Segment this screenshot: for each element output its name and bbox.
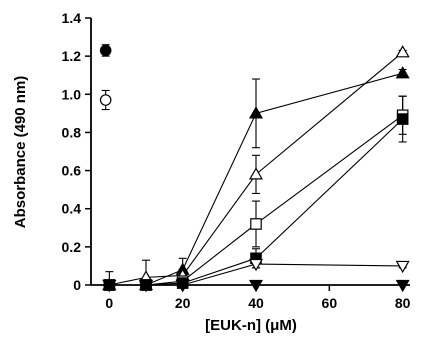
square-open-marker (250, 218, 262, 230)
y-tick-label: 0.2 (62, 239, 82, 255)
circle-filled-marker (99, 44, 112, 57)
y-tick-label: 0.4 (62, 201, 82, 217)
x-axis-ticks: 0 20 40 60 80 (105, 285, 411, 311)
triangle-down-filled-marker (175, 279, 190, 293)
triangle-down-filled-marker (102, 279, 117, 293)
y-tick-label: 0 (73, 277, 81, 293)
triangle-down-filled-marker (395, 279, 410, 293)
y-axis-ticks: 0 0.2 0.4 0.6 0.8 1.0 1.2 1.4 (62, 10, 91, 293)
y-tick-label: 1.0 (62, 86, 82, 102)
error-bars (101, 44, 407, 286)
x-tick-label: 80 (395, 295, 411, 311)
triangle-down-filled-marker (248, 279, 264, 293)
triangle-down-open-marker (395, 260, 410, 274)
x-tick-label: 20 (175, 295, 191, 311)
x-tick-label: 0 (105, 295, 113, 311)
y-tick-label: 0.8 (62, 124, 82, 140)
triangle-up-filled-marker (395, 66, 410, 79)
triangle-up-open-marker (248, 167, 264, 180)
triangle-up-open-marker (395, 45, 410, 58)
y-tick-label: 1.2 (62, 48, 82, 64)
triangle-down-open-marker (248, 258, 264, 272)
square-filled-marker (396, 113, 409, 125)
x-tick-label: 40 (248, 295, 264, 311)
y-tick-label: 0.6 (62, 163, 82, 179)
data-markers (99, 44, 410, 293)
triangle-down-filled-marker (138, 279, 154, 293)
y-tick-label: 1.4 (62, 10, 82, 26)
y-axis-title: Absorbance (490 nm) (12, 76, 29, 229)
circle-open-marker (99, 94, 112, 106)
plot-area: 0 0.2 0.4 0.6 0.8 1.0 1.2 1.4 0 20 40 60 80 (62, 10, 411, 311)
x-tick-label: 60 (322, 295, 338, 311)
triangle-up-filled-marker (248, 106, 264, 119)
x-axis-title: [EUK-n] (μM) (205, 317, 297, 334)
